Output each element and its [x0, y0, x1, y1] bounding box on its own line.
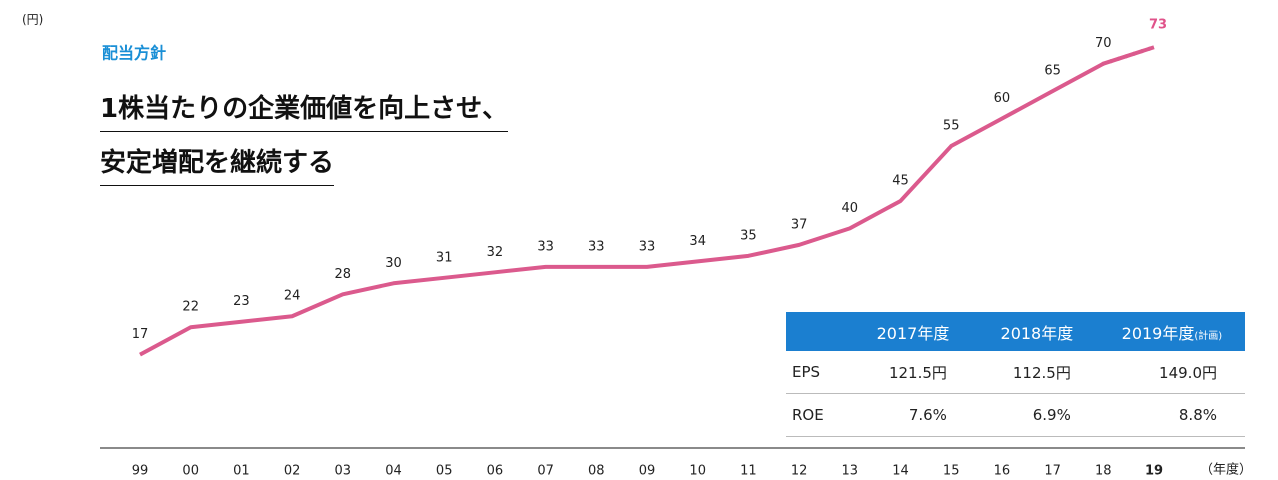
- data-label: 34: [689, 234, 706, 249]
- data-label: 55: [943, 119, 960, 134]
- data-label: 31: [436, 250, 453, 265]
- row-label: EPS: [786, 351, 851, 394]
- data-label: 17: [132, 327, 149, 342]
- data-label: 33: [588, 239, 605, 254]
- data-label: 30: [385, 256, 402, 271]
- x-tick-label: 15: [943, 464, 960, 479]
- x-tick-label: 02: [284, 464, 301, 479]
- headline: 1株当たりの企業価値を向上させ、: [100, 88, 509, 132]
- x-tick-label: 07: [537, 464, 554, 479]
- x-tick-label: 10: [689, 464, 706, 479]
- cell: 8.8%: [1098, 393, 1245, 437]
- data-label: 40: [842, 201, 859, 216]
- x-tick-label: 16: [994, 464, 1011, 479]
- x-tick-label: 04: [385, 464, 402, 479]
- forecast-line: [1101, 45, 1156, 66]
- x-tick-label: 01: [233, 464, 250, 479]
- x-tick-label: 06: [487, 464, 504, 479]
- data-label: 70: [1095, 36, 1112, 51]
- x-tick-label: 09: [639, 464, 656, 479]
- x-tick-label: 14: [892, 464, 909, 479]
- header-cell: 2017年度: [851, 312, 975, 351]
- data-label: 33: [639, 239, 656, 254]
- data-label: 28: [335, 267, 352, 282]
- x-tick-label: 19: [1145, 464, 1163, 479]
- x-tick-label: 08: [588, 464, 605, 479]
- data-label: 33: [537, 239, 554, 254]
- x-tick-label: 00: [182, 464, 199, 479]
- data-label: 32: [487, 245, 504, 260]
- cell: 7.6%: [851, 393, 975, 437]
- kicker: 配当方針: [102, 44, 166, 63]
- x-tick-label: 12: [791, 464, 808, 479]
- data-label: 35: [740, 228, 757, 243]
- cell: 6.9%: [974, 393, 1099, 437]
- line: [139, 45, 1155, 357]
- data-label: 45: [892, 173, 909, 188]
- data-label: 37: [791, 217, 808, 232]
- x-tick-label: 17: [1044, 464, 1061, 479]
- x-tick-label: 18: [1095, 464, 1112, 479]
- y-unit: (円): [22, 13, 43, 27]
- header-note: (計画): [1194, 330, 1223, 342]
- cell: 149.0円: [1098, 351, 1245, 394]
- table: 2017年度 2018年度 2019年度(計画) EPS 121.5円 112.…: [786, 312, 1245, 437]
- x-tick-label: 11: [740, 464, 757, 479]
- data-label: 23: [233, 294, 250, 309]
- x-tick-label: 99: [132, 464, 149, 479]
- header-text: 2019年度: [1121, 323, 1195, 343]
- data-label: 65: [1044, 64, 1061, 79]
- header-cell: [786, 312, 851, 351]
- data-label: 22: [182, 300, 199, 315]
- x-tick-label: 13: [842, 464, 859, 479]
- cell: 112.5円: [974, 351, 1099, 394]
- x-tick-label: 03: [335, 464, 352, 479]
- data-label: 24: [284, 289, 301, 304]
- cell: 121.5円: [851, 351, 975, 394]
- data-label: 73: [1149, 18, 1167, 33]
- x-unit: （年度）: [1200, 462, 1252, 478]
- header-cell: 2018年度: [974, 312, 1099, 351]
- headline: 安定増配を継続する: [100, 142, 335, 186]
- x-tick-label: 05: [436, 464, 453, 479]
- row-label: ROE: [786, 393, 851, 437]
- data-label: 60: [994, 91, 1011, 106]
- header-cell: 2019年度(計画): [1098, 312, 1245, 351]
